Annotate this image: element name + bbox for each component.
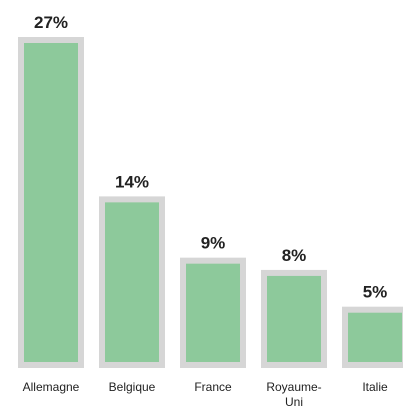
value-label-belgique: 14% (115, 172, 149, 191)
category-label-line: Royaume- (266, 380, 321, 394)
category-label-line: Belgique (109, 380, 156, 394)
bar-belgique (105, 202, 159, 362)
bar-france (186, 263, 240, 362)
category-labels-layer: Allemagne Belgique France Royaume-Uni Italie (23, 380, 388, 408)
bars-layer (18, 37, 403, 368)
category-label-line: Italie (362, 380, 388, 394)
value-label-royaume-uni: 8% (282, 246, 307, 265)
bar-royaume-uni (267, 275, 321, 362)
category-label-france: France (194, 380, 232, 394)
category-label-line: Allemagne (23, 380, 80, 394)
category-label-italie: Italie (362, 380, 388, 394)
category-label-line: France (194, 380, 232, 394)
bar-italie (348, 312, 402, 362)
value-labels-layer: 27% 14% 9% 8% 5% (34, 13, 387, 302)
value-label-france: 9% (201, 234, 226, 253)
category-label-allemagne: Allemagne (23, 380, 80, 394)
category-label-royaume-uni: Royaume-Uni (266, 380, 321, 408)
category-label-belgique: Belgique (109, 380, 156, 394)
value-label-italie: 5% (363, 283, 388, 302)
category-label-line: Uni (285, 395, 303, 408)
value-label-allemagne: 27% (34, 13, 68, 32)
bar-allemagne (24, 43, 78, 362)
